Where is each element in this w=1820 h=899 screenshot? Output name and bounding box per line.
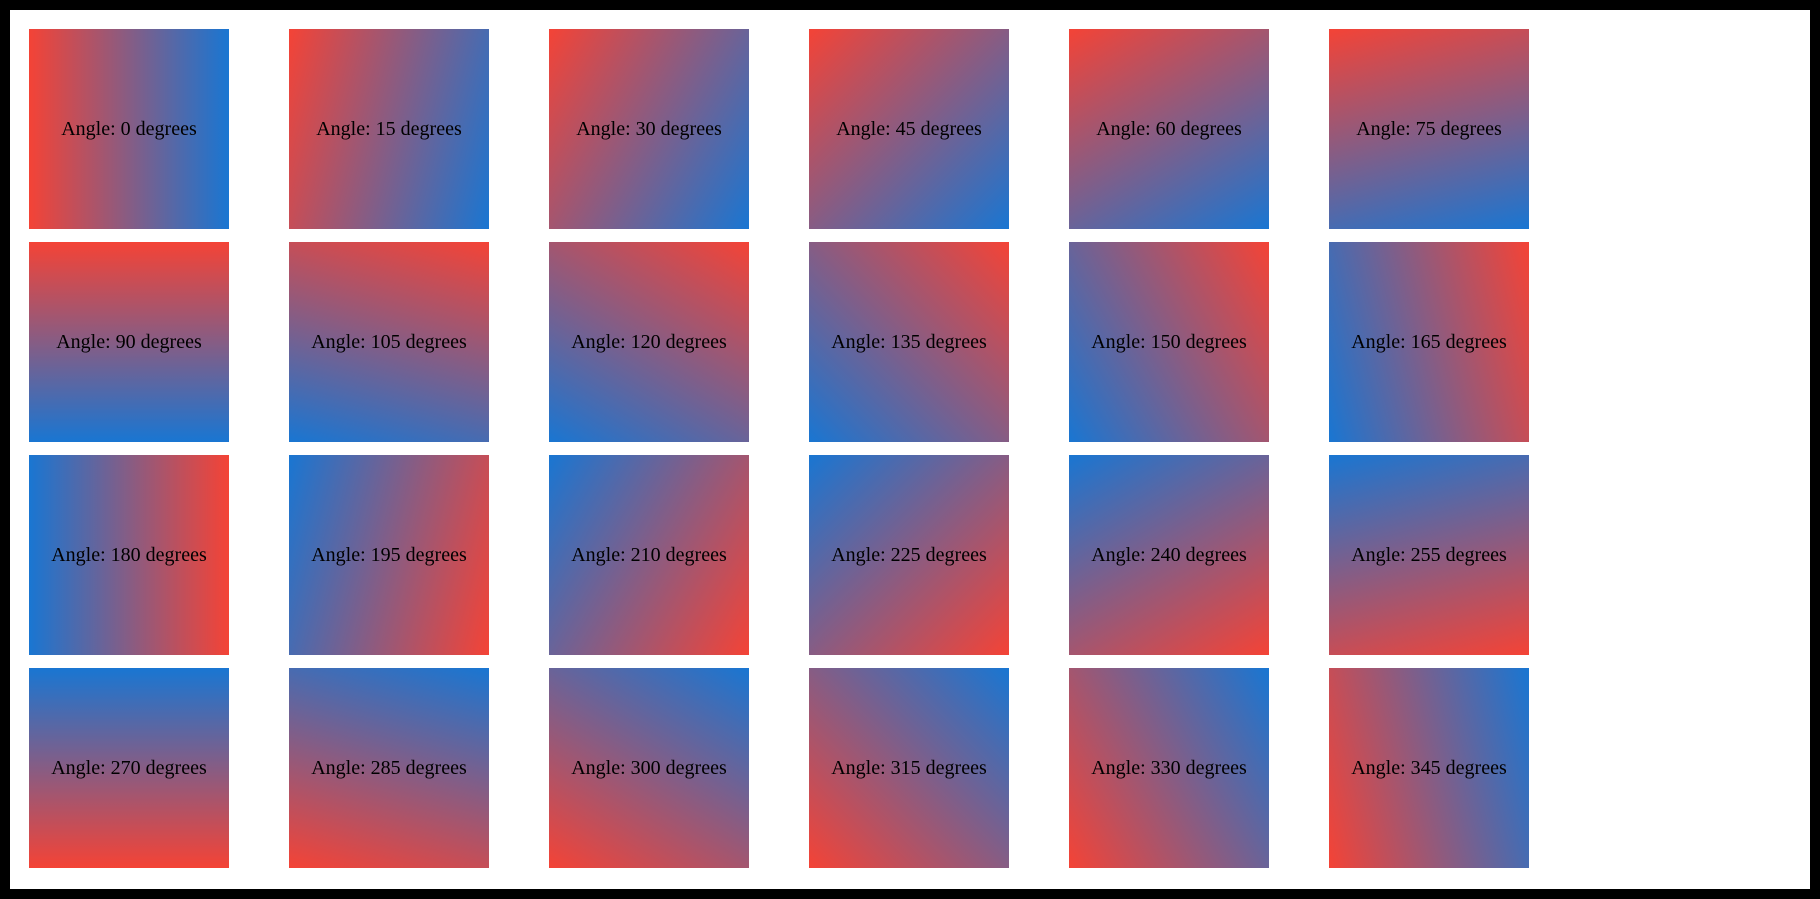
gradient-tile-210: Angle: 210 degrees	[549, 455, 749, 655]
tile-angle-label: Angle: 225 degrees	[831, 543, 987, 566]
gradient-tile-135: Angle: 135 degrees	[809, 242, 1009, 442]
gradient-tile-225: Angle: 225 degrees	[809, 455, 1009, 655]
gradient-tile-15: Angle: 15 degrees	[289, 29, 489, 229]
tile-angle-label: Angle: 30 degrees	[576, 117, 722, 140]
tile-angle-label: Angle: 180 degrees	[51, 543, 207, 566]
tile-angle-label: Angle: 90 degrees	[56, 330, 202, 353]
tile-angle-label: Angle: 210 degrees	[571, 543, 727, 566]
tile-angle-label: Angle: 150 degrees	[1091, 330, 1247, 353]
gradient-tile-300: Angle: 300 degrees	[549, 668, 749, 868]
gradient-tile-270: Angle: 270 degrees	[29, 668, 229, 868]
tile-angle-label: Angle: 0 degrees	[61, 117, 197, 140]
gradient-tile-165: Angle: 165 degrees	[1329, 242, 1529, 442]
gradient-tile-105: Angle: 105 degrees	[289, 242, 489, 442]
tile-angle-label: Angle: 75 degrees	[1356, 117, 1502, 140]
tile-angle-label: Angle: 315 degrees	[831, 756, 987, 779]
gradient-tile-0: Angle: 0 degrees	[29, 29, 229, 229]
gradient-tile-330: Angle: 330 degrees	[1069, 668, 1269, 868]
gradient-tile-90: Angle: 90 degrees	[29, 242, 229, 442]
tile-angle-label: Angle: 195 degrees	[311, 543, 467, 566]
gradient-tile-195: Angle: 195 degrees	[289, 455, 489, 655]
gradient-tile-120: Angle: 120 degrees	[549, 242, 749, 442]
gradient-tile-75: Angle: 75 degrees	[1329, 29, 1529, 229]
tile-angle-label: Angle: 60 degrees	[1096, 117, 1242, 140]
gradient-tile-180: Angle: 180 degrees	[29, 455, 229, 655]
tile-angle-label: Angle: 270 degrees	[51, 756, 207, 779]
tile-angle-label: Angle: 240 degrees	[1091, 543, 1247, 566]
tile-angle-label: Angle: 120 degrees	[571, 330, 727, 353]
gradient-tile-60: Angle: 60 degrees	[1069, 29, 1269, 229]
tile-angle-label: Angle: 330 degrees	[1091, 756, 1247, 779]
gradient-tile-345: Angle: 345 degrees	[1329, 668, 1529, 868]
tile-angle-label: Angle: 45 degrees	[836, 117, 982, 140]
gradient-tile-45: Angle: 45 degrees	[809, 29, 1009, 229]
tile-angle-label: Angle: 345 degrees	[1351, 756, 1507, 779]
tile-angle-label: Angle: 165 degrees	[1351, 330, 1507, 353]
gradient-tile-240: Angle: 240 degrees	[1069, 455, 1269, 655]
tile-angle-label: Angle: 255 degrees	[1351, 543, 1507, 566]
gradient-tile-285: Angle: 285 degrees	[289, 668, 489, 868]
tile-angle-label: Angle: 15 degrees	[316, 117, 462, 140]
tile-angle-label: Angle: 285 degrees	[311, 756, 467, 779]
gradient-tile-30: Angle: 30 degrees	[549, 29, 749, 229]
gradient-grid: Angle: 0 degrees Angle: 15 degrees Angle…	[29, 29, 1529, 868]
tile-angle-label: Angle: 300 degrees	[571, 756, 727, 779]
tile-angle-label: Angle: 105 degrees	[311, 330, 467, 353]
gradient-tile-315: Angle: 315 degrees	[809, 668, 1009, 868]
tile-angle-label: Angle: 135 degrees	[831, 330, 987, 353]
gradient-tile-150: Angle: 150 degrees	[1069, 242, 1269, 442]
gradient-tile-255: Angle: 255 degrees	[1329, 455, 1529, 655]
